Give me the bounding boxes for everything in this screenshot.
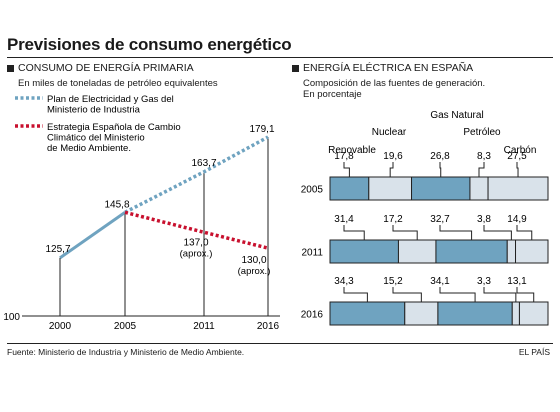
label-connector bbox=[343, 225, 365, 240]
bar-segment-carbón bbox=[518, 301, 549, 326]
value-label: 3,3 bbox=[477, 276, 491, 287]
label-connector bbox=[483, 287, 517, 302]
x-tick-label: 2000 bbox=[49, 321, 72, 332]
electric-energy-subtitle-line: Composición de las fuentes de generación… bbox=[303, 78, 486, 89]
electric-energy-header: ENERGÍA ELÉCTRICA EN ESPAÑA bbox=[292, 62, 473, 74]
title-rule bbox=[7, 57, 553, 58]
bar-segment-carbón bbox=[515, 239, 549, 264]
y-tick-label: 100 bbox=[3, 312, 20, 323]
electric-energy-subtitle: Composición de las fuentes de generación… bbox=[303, 78, 485, 100]
label-connector bbox=[516, 225, 533, 240]
category-label: Nuclear bbox=[372, 127, 407, 138]
category-label: Gas Natural bbox=[430, 110, 483, 121]
value-label: 34,1 bbox=[430, 276, 450, 287]
value-label: 14,9 bbox=[507, 214, 527, 225]
x-tick-label: 2011 bbox=[193, 321, 215, 332]
legend-label: Plan de Electricidad y Gas del bbox=[47, 94, 174, 105]
data-label: 179,1 bbox=[249, 124, 274, 135]
label-connector bbox=[392, 225, 418, 240]
value-label: 26,8 bbox=[430, 151, 450, 162]
legend-label: Climático del Ministerio bbox=[47, 133, 145, 144]
bar-segment-gas-natural bbox=[437, 301, 513, 326]
primary-energy-title: CONSUMO DE ENERGÍA PRIMARIA bbox=[18, 62, 194, 74]
bar-segment-petróleo bbox=[511, 301, 520, 326]
value-label: 3,8 bbox=[477, 214, 491, 225]
primary-energy-header: CONSUMO DE ENERGÍA PRIMARIA bbox=[7, 62, 194, 74]
value-label: 15,2 bbox=[383, 276, 403, 287]
data-label: 130,0 bbox=[241, 255, 266, 266]
value-label: 27,5 bbox=[507, 151, 527, 162]
label-connector bbox=[483, 225, 512, 240]
bar-segment-nuclear bbox=[368, 176, 413, 201]
legend-label: Ministerio de Industria bbox=[47, 105, 141, 116]
primary-energy-subtitle: En miles de toneladas de petróleo equiva… bbox=[18, 78, 218, 89]
bar-segment-petróleo bbox=[469, 176, 489, 201]
value-label: 8,3 bbox=[477, 151, 491, 162]
label-connector bbox=[439, 287, 476, 302]
bar-segment-petróleo bbox=[506, 239, 517, 264]
data-label: 145,8 bbox=[104, 199, 129, 210]
bar-segment-gas-natural bbox=[435, 239, 508, 264]
bullet-square-icon bbox=[7, 64, 14, 72]
label-connector bbox=[389, 162, 394, 177]
footer-rule bbox=[7, 343, 553, 344]
label-connector bbox=[516, 287, 535, 302]
label-connector bbox=[439, 162, 442, 177]
value-label: 34,3 bbox=[334, 276, 354, 287]
label-connector bbox=[516, 162, 519, 177]
value-label: 19,6 bbox=[383, 151, 403, 162]
row-label: 2016 bbox=[301, 310, 324, 321]
value-label: 17,8 bbox=[334, 151, 354, 162]
bar-segment-nuclear bbox=[404, 301, 439, 326]
category-label: Carbón bbox=[504, 145, 537, 156]
bar-segment-carbón bbox=[487, 176, 549, 201]
value-label: 17,2 bbox=[383, 214, 403, 225]
data-note: (aprox.) bbox=[180, 248, 213, 259]
series-line-plan bbox=[124, 135, 269, 214]
source-note: Fuente: Ministerio de Industria y Minist… bbox=[7, 347, 245, 357]
data-label: 137,0 bbox=[183, 237, 208, 248]
electric-energy-subtitle-line: En porcentaje bbox=[303, 89, 362, 100]
x-tick-label: 2016 bbox=[257, 321, 280, 332]
data-note: (aprox.) bbox=[238, 266, 271, 277]
legend-label: de Medio Ambiente. bbox=[47, 143, 131, 154]
bar-segment-nuclear bbox=[397, 239, 437, 264]
label-connector bbox=[392, 287, 422, 302]
data-label: 163,7 bbox=[191, 158, 216, 169]
value-label: 31,4 bbox=[334, 214, 354, 225]
label-connector bbox=[343, 162, 350, 177]
x-tick-label: 2005 bbox=[114, 321, 137, 332]
bar-segment-gas-natural bbox=[411, 176, 471, 201]
electric-energy-title: ENERGÍA ELÉCTRICA EN ESPAÑA bbox=[303, 62, 474, 74]
bullet-square-icon bbox=[292, 64, 299, 72]
row-label: 2011 bbox=[301, 248, 323, 259]
history-line bbox=[59, 211, 126, 260]
label-connector bbox=[439, 225, 473, 240]
value-label: 13,1 bbox=[507, 276, 527, 287]
page-title: Previsiones de consumo energético bbox=[7, 35, 292, 54]
row-label: 2005 bbox=[301, 185, 324, 196]
label-connector bbox=[343, 287, 368, 302]
bar-segment-renovable bbox=[329, 176, 370, 201]
value-label: 32,7 bbox=[430, 214, 450, 225]
label-connector bbox=[478, 162, 485, 177]
category-label: Petróleo bbox=[463, 127, 501, 138]
legend-label: Estrategia Española de Cambio bbox=[47, 122, 181, 133]
bar-segment-renovable bbox=[329, 301, 406, 326]
category-label: Renovable bbox=[328, 145, 376, 156]
data-label: 125,7 bbox=[45, 244, 70, 255]
bar-segment-renovable bbox=[329, 239, 399, 264]
publisher-credit: EL PAÍS bbox=[518, 347, 550, 357]
